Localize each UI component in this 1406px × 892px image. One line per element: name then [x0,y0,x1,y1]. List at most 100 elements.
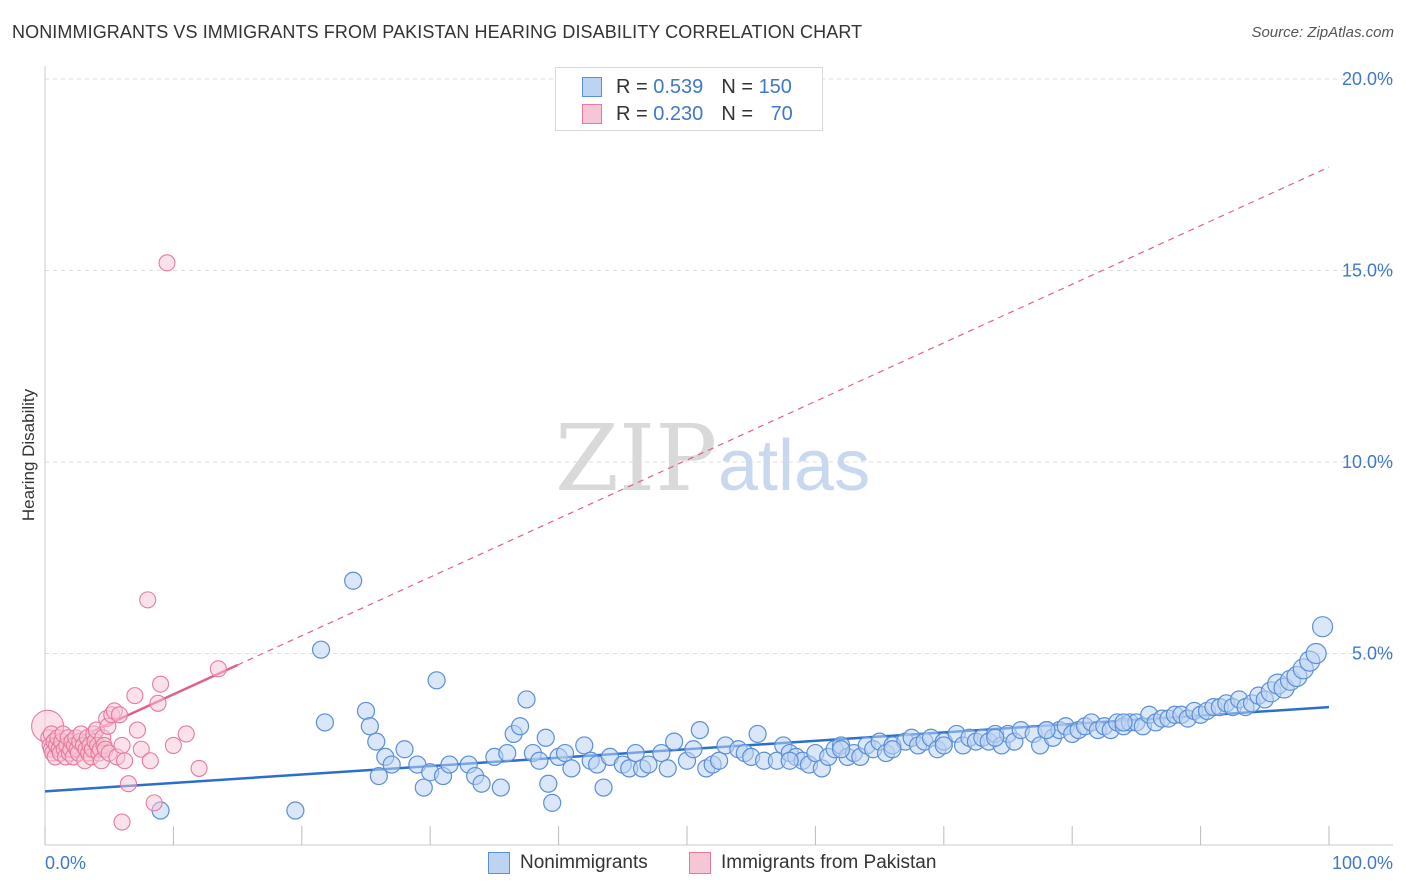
data-point-immigrant [113,736,131,754]
x-tick-label: 0.0% [45,853,86,873]
data-point-immigrant [190,759,208,777]
legend-n-label: N = [721,102,753,125]
data-point-nonimmigrant [562,759,581,778]
gridlines [45,78,1393,654]
data-point-immigrant [113,813,131,831]
y-tick-label: 10.0% [1342,452,1393,472]
data-point-immigrant [110,706,129,724]
watermark-atlas: atlas [718,426,870,506]
data-point-nonimmigrant [1037,720,1056,740]
bottom-legend-nonimmigrants: Nonimmigrants [488,852,648,874]
legend-row-nonimmigrants: R = 0.539 N = 150 [582,75,792,99]
data-point-immigrant [177,725,195,743]
y-tick-label: 20.0% [1342,69,1393,89]
data-point-immigrant [139,591,157,609]
legend: R = 0.539 N = 150 R = 0.230 N = 70 [555,67,823,131]
data-point-nonimmigrant [414,778,433,797]
legend-n-value: 70 [770,102,793,125]
data-point-nonimmigrant [536,728,555,747]
data-point-nonimmigrant [684,740,703,759]
data-point-immigrant [209,660,227,678]
data-point-nonimmigrant [1305,642,1327,665]
series-nonimmigrants [151,571,1334,820]
chart-title: NONIMMIGRANTS VS IMMIGRANTS FROM PAKISTA… [12,22,863,42]
data-point-immigrant [116,752,134,770]
axes [44,66,1393,846]
data-point-nonimmigrant [555,743,575,763]
y-tick-label: 15.0% [1342,261,1393,281]
legend-row-immigrants: R = 0.230 N = 70 [582,102,793,126]
data-point-immigrant [126,687,144,705]
legend-n-label: N = [721,75,753,98]
data-point-nonimmigrant [831,740,851,759]
data-point-nonimmigrant [367,732,386,751]
watermark: ZIP atlas [555,405,870,512]
data-point-nonimmigrant [286,801,305,820]
source-credit: Source: ZipAtlas.com [1251,24,1394,41]
tick-labels: 5.0% 10.0% 15.0% 20.0% 0.0% 100.0% [45,69,1393,873]
data-point-nonimmigrant [472,774,491,793]
bottom-legend-label: Nonimmigrants [520,852,648,873]
data-point-nonimmigrant [440,755,459,774]
data-point-nonimmigrant [652,743,671,763]
data-point-nonimmigrant [491,778,510,797]
data-point-nonimmigrant [665,732,684,751]
bottom-legend-swatch-blue [488,852,510,874]
y-tick-label: 5.0% [1352,644,1393,664]
y-axis-label: Hearing Disability [19,388,38,521]
bottom-legend-swatch-pink [689,852,711,874]
data-point-nonimmigrant [530,751,549,770]
data-point-nonimmigrant [360,717,379,736]
data-point-immigrant [132,740,150,758]
data-point-nonimmigrant [395,740,414,759]
data-point-nonimmigrant [344,571,363,590]
bottom-legend-label: Immigrants from Pakistan [721,852,937,873]
data-point-nonimmigrant [690,720,709,740]
data-point-nonimmigrant [883,740,902,759]
data-point-nonimmigrant [369,766,388,786]
data-point-nonimmigrant [780,751,799,770]
data-point-nonimmigrant [382,755,401,774]
data-point-nonimmigrant [517,690,536,709]
legend-r-label: R = [616,102,648,125]
data-point-nonimmigrant [510,717,530,736]
data-point-nonimmigrant [311,640,331,659]
data-point-nonimmigrant [315,713,335,732]
legend-r-label: R = [616,75,648,98]
data-point-nonimmigrant [427,671,446,690]
data-point-nonimmigrant [934,736,953,755]
x-tick-label: 100.0% [1332,853,1393,873]
legend-swatch-pink [582,104,602,124]
series-immigrants-pakistan [31,254,227,831]
data-point-nonimmigrant [498,743,517,763]
data-point-nonimmigrant [639,755,658,774]
data-point-immigrant [158,254,176,272]
data-point-nonimmigrant [748,724,767,744]
data-point-nonimmigrant [594,778,613,797]
data-point-nonimmigrant [575,736,594,755]
data-point-nonimmigrant [986,728,1005,747]
data-point-nonimmigrant [356,701,376,721]
data-point-immigrant [141,752,159,770]
legend-r-value: 0.539 [653,75,704,98]
trend-line-immigrants-extended [237,166,1330,666]
legend-swatch-blue [582,77,602,97]
data-point-immigrant [145,794,163,812]
legend-r-value: 0.230 [653,102,704,125]
legend-n-value: 150 [758,75,792,98]
data-point-immigrant [128,721,146,739]
data-point-nonimmigrant [1311,616,1334,638]
data-point-immigrant [152,675,170,693]
data-point-nonimmigrant [543,793,562,812]
data-point-nonimmigrant [709,751,729,770]
data-point-immigrant [149,694,167,712]
watermark-zip: ZIP [555,405,717,512]
data-point-immigrant [119,775,138,793]
data-point-nonimmigrant [626,743,645,763]
data-point-nonimmigrant [539,774,558,793]
data-point-nonimmigrant [658,759,677,778]
data-point-nonimmigrant [1114,713,1133,732]
bottom-legend-immigrants: Immigrants from Pakistan [689,852,936,874]
data-point-immigrant [164,736,182,754]
